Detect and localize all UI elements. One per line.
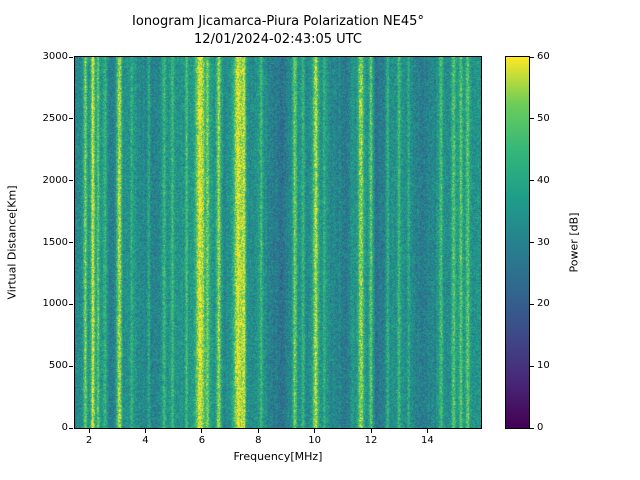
y-tick-mark — [69, 118, 73, 120]
colorbar-tick-mark — [530, 365, 534, 367]
x-tick-label: 4 — [142, 435, 149, 446]
y-tick-mark — [69, 427, 73, 429]
chart-title: Ionogram Jicamarca-Piura Polarization NE… — [132, 14, 424, 29]
colorbar-tick-label: 30 — [537, 236, 550, 248]
colorbar-gradient — [506, 57, 529, 428]
y-tick-mark — [69, 242, 73, 243]
x-tick-mark — [201, 429, 203, 433]
x-axis-label: Frequency[MHz] — [233, 450, 323, 463]
colorbar-tick-label: 50 — [537, 112, 550, 124]
colorbar-label: Power [dB] — [567, 212, 581, 273]
y-tick-mark — [69, 56, 73, 58]
y-tick-label: 1500 — [42, 236, 68, 248]
colorbar-tick-label: 10 — [537, 360, 550, 372]
colorbar-tick-label: 20 — [537, 298, 550, 310]
y-tick-label: 1000 — [42, 298, 68, 310]
x-tick-mark — [426, 429, 428, 433]
colorbar-tick-mark — [530, 56, 534, 58]
x-tick-label: 2 — [85, 435, 93, 446]
chart-subtitle: 12/01/2024-02:43:05 UTC — [194, 32, 362, 47]
x-tick-mark — [144, 429, 146, 433]
y-tick-mark — [69, 180, 73, 182]
x-tick-label: 6 — [198, 435, 206, 446]
colorbar-tick-label: 40 — [537, 174, 550, 186]
colorbar-tick-label: 0 — [537, 422, 544, 433]
colorbar-tick-mark — [530, 427, 534, 429]
y-tick-label: 2000 — [42, 174, 68, 186]
x-tick-mark — [370, 429, 372, 433]
y-tick-label: 500 — [48, 360, 68, 372]
x-tick-label: 12 — [364, 435, 378, 446]
y-tick-label: 0 — [61, 422, 68, 433]
colorbar — [505, 56, 530, 429]
x-tick-label: 8 — [255, 435, 262, 446]
colorbar-tick-mark — [530, 118, 534, 120]
colorbar-tick-mark — [530, 180, 534, 182]
x-tick-mark — [88, 429, 90, 433]
colorbar-tick-mark — [530, 303, 534, 305]
y-tick-mark — [69, 303, 73, 305]
x-tick-mark — [314, 429, 316, 433]
x-tick-mark — [257, 429, 259, 433]
y-tick-label: 3000 — [42, 51, 68, 62]
plot-area — [74, 56, 482, 429]
x-tick-label: 14 — [421, 435, 434, 446]
x-tick-label: 10 — [308, 435, 322, 446]
y-tick-mark — [69, 365, 73, 367]
colorbar-tick-label: 60 — [537, 51, 550, 62]
y-tick-label: 2500 — [42, 112, 68, 124]
colorbar-tick-mark — [530, 242, 534, 243]
ionogram-heatmap — [75, 57, 481, 428]
